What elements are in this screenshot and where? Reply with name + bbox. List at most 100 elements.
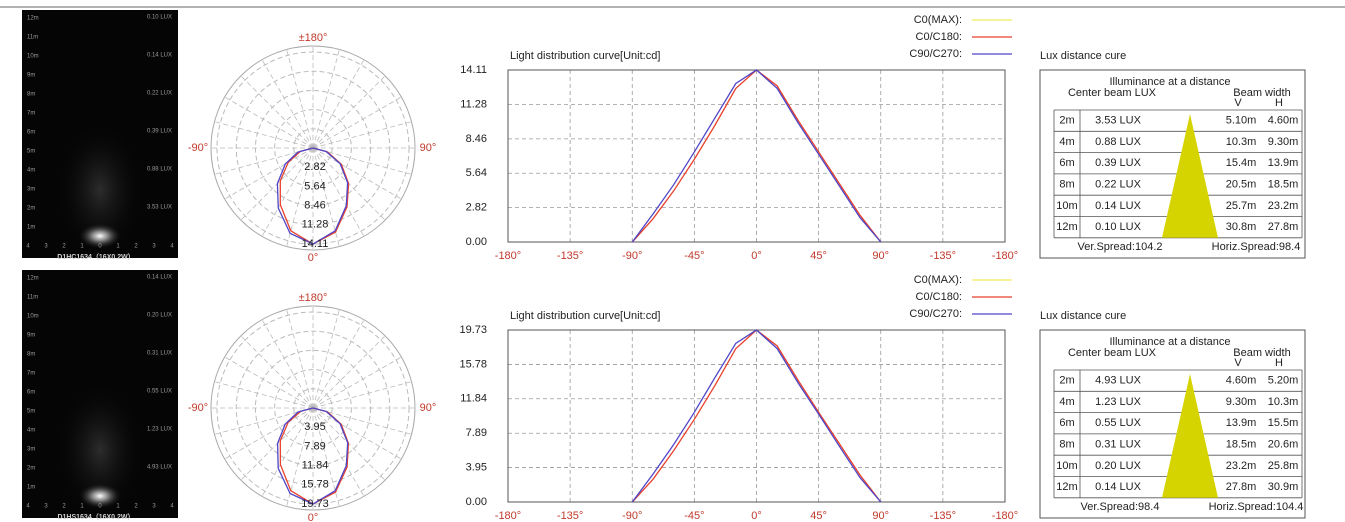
table-cell: 15.4m: [1226, 157, 1257, 169]
chart-title: Light distribution curve[Unit:cd]: [510, 50, 660, 62]
table-cell: 25.8m: [1268, 460, 1299, 472]
polar-angle-label: 90°: [420, 142, 437, 154]
polar-radial-label: 11.84: [302, 460, 329, 472]
beam-image: 12m 11m 10m 9m 8m 7m 6m 5m 4m 3m 2m 1m 4 3 2 1 0 1 2 3 4 0.10…: [22, 10, 178, 261]
polar-spoke: [214, 121, 314, 149]
polar-spoke: [312, 407, 365, 497]
polar-radial-label: 8.46: [304, 199, 325, 211]
y-tick-label: 0.00: [466, 236, 487, 248]
table-cell: 18.5m: [1226, 438, 1257, 450]
table-cell: 0.10 LUX: [1095, 221, 1142, 233]
x-tick-label: 45°: [810, 250, 827, 262]
lux-ver-spread: Ver.Spread:98.4: [1081, 501, 1160, 513]
x-tick-label: -45°: [684, 510, 704, 522]
polar-spoke: [214, 381, 314, 409]
table-cell: 2m: [1059, 375, 1074, 387]
polar-spoke: [312, 147, 412, 175]
table-cell: 0.31 LUX: [1095, 438, 1142, 450]
polar-spoke: [312, 407, 386, 481]
beam-lux-label: 0.39 LUX: [147, 129, 172, 135]
lux-title: Illuminance at a distance: [1109, 76, 1230, 88]
lux-title: Illuminance at a distance: [1109, 336, 1230, 348]
beam-y-label: 4m: [27, 428, 35, 434]
beam-glow: [78, 223, 122, 249]
x-tick-label: 0°: [751, 510, 762, 522]
beam-x-label: 2: [134, 504, 138, 510]
polar-spoke: [240, 75, 314, 149]
polar-angle-label: -90°: [188, 142, 208, 154]
lux-col-h: H: [1275, 97, 1283, 109]
table-cell: 0.88 LUX: [1095, 136, 1142, 148]
polar-spoke: [261, 147, 314, 237]
table-cell: 4m: [1059, 396, 1074, 408]
x-tick-label: -180°: [992, 510, 1018, 522]
beam-x-label: 3: [44, 244, 48, 250]
table-cell: 13.9m: [1226, 417, 1257, 429]
beam-image: 12m 11m 10m 9m 8m 7m 6m 5m 4m 3m 2m 1m 4 3 2 1 0 1 2 3 4 0.14…: [22, 270, 178, 521]
table-cell: 0.20 LUX: [1095, 460, 1142, 472]
polar-spoke: [312, 147, 402, 200]
polar-spoke: [240, 335, 314, 409]
polar-ring: [216, 311, 410, 505]
beam-lux-label: 0.55 LUX: [147, 389, 172, 395]
lux-col-center: Center beam LUX: [1068, 347, 1157, 359]
beam-haze: [55, 380, 145, 520]
polar-angle-label: -90°: [188, 402, 208, 414]
lux-col-v: V: [1234, 357, 1242, 369]
polar-angle-label: ±180°: [299, 292, 328, 304]
table-cell: 5.20m: [1268, 375, 1299, 387]
beam-triangle: [1162, 374, 1218, 498]
table-cell: 18.5m: [1268, 178, 1299, 190]
beam-x-label: 4: [170, 504, 174, 510]
beam-y-label: 6m: [27, 130, 35, 136]
beam-lux-label: 0.22 LUX: [147, 91, 172, 97]
polar-spoke: [312, 407, 412, 435]
polar-spoke: [312, 319, 365, 409]
polar-angle-label: 90°: [420, 402, 437, 414]
polar-spoke: [261, 59, 314, 149]
y-tick-label: 15.78: [459, 358, 487, 370]
x-tick-label: -180°: [495, 510, 521, 522]
table-cell: 12m: [1056, 481, 1077, 493]
beam-y-label: 2m: [27, 466, 35, 472]
y-tick-label: 14.11: [460, 64, 487, 76]
polar-frame: [210, 305, 416, 511]
beam-x-label: 3: [152, 244, 156, 250]
polar-spoke: [224, 356, 314, 409]
beam-y-label: 7m: [27, 371, 35, 377]
beam-x-label: 1: [80, 504, 84, 510]
polar-spoke: [312, 356, 402, 409]
beam-haze: [55, 120, 145, 260]
table-cell: 30.8m: [1226, 221, 1257, 233]
y-tick-label: 2.82: [466, 202, 487, 214]
lux-horiz-spread: Horiz.Spread:104.4: [1209, 501, 1304, 513]
table-cell: 8m: [1059, 438, 1074, 450]
x-tick-label: -90°: [622, 250, 642, 262]
beam-y-label: 11m: [27, 295, 38, 301]
beam-lux-label: 0.14 LUX: [147, 53, 172, 59]
beam-lux-label: 0.88 LUX: [147, 167, 172, 173]
table-cell: 27.8m: [1268, 221, 1299, 233]
table-cell: 20.5m: [1226, 178, 1257, 190]
beam-glow: [78, 483, 122, 509]
beam-y-label: 5m: [27, 409, 35, 415]
beam-y-label: 10m: [27, 314, 39, 320]
legend-label: C0(MAX):: [914, 274, 962, 286]
series-line: [631, 69, 882, 243]
x-tick-label: 0°: [751, 250, 762, 262]
beam-y-label: 7m: [27, 111, 35, 117]
table-cell: 1.23 LUX: [1095, 396, 1142, 408]
polar-ring: [274, 369, 352, 447]
polar-spoke: [224, 147, 314, 200]
lux-col-center: Center beam LUX: [1068, 87, 1157, 99]
table-cell: 6m: [1059, 417, 1074, 429]
y-tick-label: 19.73: [459, 324, 487, 336]
polar-curve: [276, 407, 349, 505]
beam-x-label: 0: [98, 244, 102, 250]
beam-y-label: 10m: [27, 54, 39, 60]
chart-title: Light distribution curve[Unit:cd]: [510, 310, 660, 322]
polar-frame: [210, 45, 416, 251]
table-cell: 0.14 LUX: [1095, 200, 1142, 212]
y-tick-label: 11.28: [460, 98, 487, 110]
table-cell: 23.2m: [1226, 460, 1257, 472]
